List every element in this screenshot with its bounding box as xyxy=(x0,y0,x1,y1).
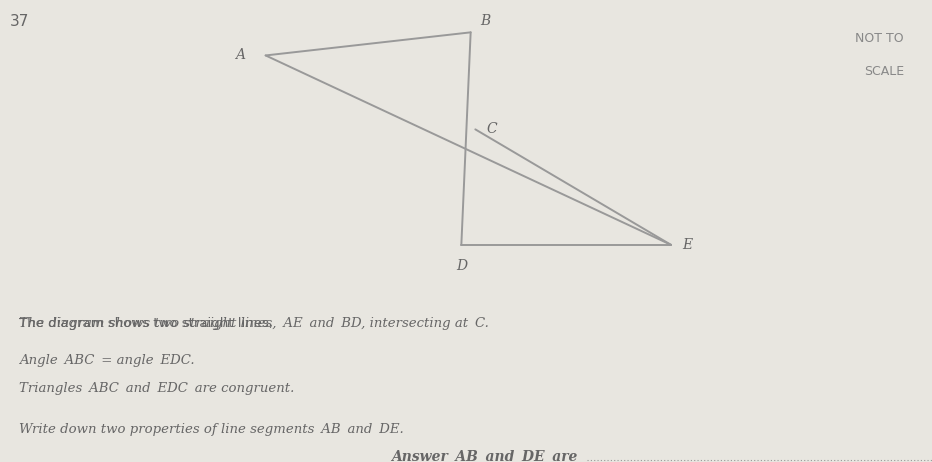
Text: Answer  AB  and  DE  are: Answer AB and DE are xyxy=(391,450,585,462)
Text: The diagram shows two straight lines,: The diagram shows two straight lines, xyxy=(19,317,277,330)
Text: SCALE: SCALE xyxy=(864,65,904,78)
Text: Write down two properties of line segments  AB  and  DE.: Write down two properties of line segmen… xyxy=(19,423,404,436)
Text: NOT TO: NOT TO xyxy=(856,32,904,45)
Text: The diagram shows two straight lines,  AE  and  BD, intersecting at  C.: The diagram shows two straight lines, AE… xyxy=(19,317,488,330)
Text: 37: 37 xyxy=(9,14,29,29)
Text: E: E xyxy=(682,238,692,252)
Text: Triangles  ABC  and  EDC  are congruent.: Triangles ABC and EDC are congruent. xyxy=(19,382,294,395)
Text: C: C xyxy=(487,122,497,136)
Text: B: B xyxy=(480,14,490,28)
Text: A: A xyxy=(235,49,245,62)
Text: Angle  ABC  = angle  EDC.: Angle ABC = angle EDC. xyxy=(19,354,194,367)
Text: D: D xyxy=(456,259,467,273)
